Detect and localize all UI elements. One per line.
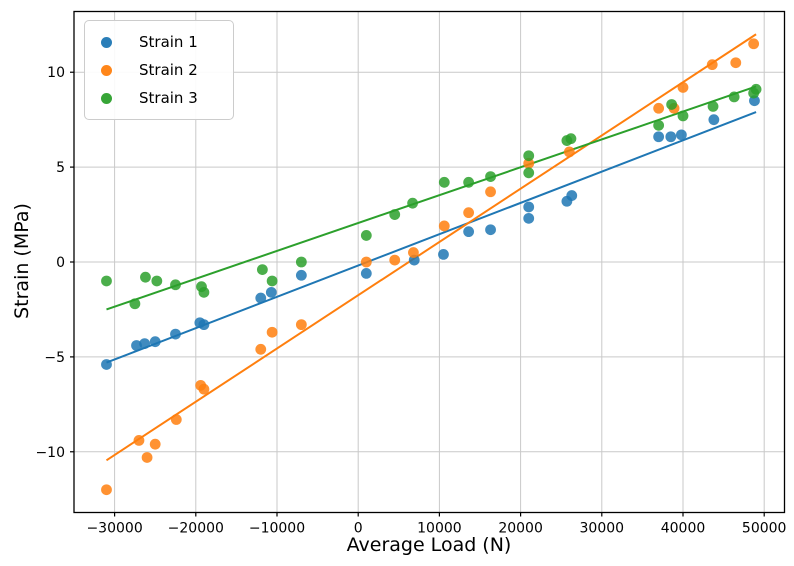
data-point-series-3 — [151, 275, 163, 287]
data-point-series-1 — [463, 226, 475, 238]
data-point-series-3 — [438, 176, 450, 188]
legend-label-strain-3: Strain 3 — [139, 89, 198, 107]
data-point-series-3 — [360, 230, 372, 241]
y-tick-label: 10 — [47, 65, 65, 81]
x-tick-label: 10000 — [417, 521, 462, 537]
y-tick-label: 0 — [56, 255, 65, 271]
data-point-series-2 — [438, 220, 450, 232]
data-point-series-3 — [485, 171, 496, 183]
data-point-series-3 — [266, 275, 278, 287]
legend-label-strain-1: Strain 1 — [139, 33, 198, 51]
data-point-series-1 — [523, 212, 535, 224]
x-tick-label: −10000 — [249, 521, 305, 537]
data-point-series-2 — [463, 207, 475, 219]
trend-line-series-3 — [106, 85, 757, 311]
x-tick-label: 50000 — [742, 521, 787, 537]
data-point-series-1 — [295, 269, 307, 281]
data-point-series-2 — [360, 256, 372, 268]
data-point-series-2 — [255, 343, 267, 355]
data-point-series-3 — [140, 271, 151, 283]
data-point-series-1 — [198, 319, 210, 331]
data-point-series-1 — [523, 201, 535, 213]
x-tick-label: 40000 — [661, 521, 706, 537]
data-point-series-3 — [707, 100, 719, 112]
data-point-series-1 — [485, 224, 496, 236]
x-tick-label: 20000 — [498, 521, 543, 537]
data-point-series-2 — [198, 383, 210, 395]
data-point-series-2 — [677, 82, 689, 93]
data-point-series-3 — [728, 91, 740, 103]
x-tick-label: −30000 — [86, 521, 142, 537]
x-tick-label: 0 — [354, 521, 363, 537]
data-point-series-1 — [665, 131, 677, 143]
data-point-series-2 — [149, 438, 161, 450]
data-point-series-2 — [730, 57, 742, 69]
data-point-series-2 — [408, 247, 419, 258]
data-point-series-3 — [170, 279, 181, 291]
x-tick-label: 30000 — [580, 521, 625, 537]
data-point-series-3 — [407, 197, 419, 209]
data-point-series-2 — [141, 452, 153, 463]
data-point-series-3 — [256, 264, 268, 275]
data-point-series-1 — [708, 114, 720, 126]
data-point-series-2 — [748, 38, 760, 50]
y-tick-label: 5 — [56, 160, 65, 176]
legend: Strain 1 Strain 2 Strain 3 — [84, 20, 234, 120]
data-point-series-1 — [566, 190, 578, 201]
data-point-series-2 — [563, 146, 575, 158]
data-point-series-2 — [295, 319, 307, 331]
data-point-series-3 — [523, 150, 535, 162]
data-point-series-1 — [653, 131, 665, 143]
legend-marker-strain-1-icon — [101, 36, 112, 48]
data-point-series-1 — [101, 359, 112, 370]
data-point-series-3 — [677, 110, 689, 122]
data-point-series-1 — [438, 249, 449, 260]
data-point-series-2 — [133, 434, 145, 446]
data-point-series-3 — [129, 298, 141, 310]
legend-marker-strain-3-icon — [101, 92, 112, 104]
data-point-series-3 — [750, 83, 762, 95]
data-point-series-2 — [706, 59, 718, 71]
x-axis-label: Average Load (N) — [346, 534, 512, 556]
trend-line-series-2 — [105, 33, 757, 462]
data-point-series-3 — [198, 286, 210, 298]
data-point-series-3 — [295, 256, 307, 268]
y-tick-label: −10 — [35, 445, 65, 461]
data-point-series-2 — [485, 186, 496, 198]
data-point-series-2 — [266, 326, 278, 338]
data-point-series-2 — [523, 157, 535, 169]
legend-marker-strain-2-icon — [101, 64, 112, 76]
y-axis-label-text: Strain (MPa) — [11, 203, 33, 319]
data-point-series-3 — [101, 275, 112, 287]
data-point-series-1 — [149, 336, 161, 348]
legend-item-strain-1: Strain 1 — [101, 28, 223, 56]
data-point-series-2 — [170, 414, 182, 425]
data-point-series-3 — [463, 176, 475, 188]
data-point-series-1 — [360, 267, 372, 279]
y-tick-label: −5 — [44, 350, 65, 366]
legend-item-strain-3: Strain 3 — [101, 84, 223, 112]
data-point-series-1 — [139, 338, 151, 350]
trend-line-series-1 — [106, 111, 757, 364]
data-point-series-3 — [666, 99, 678, 110]
y-axis-label: Strain (MPa) — [11, 203, 33, 319]
data-point-series-3 — [653, 119, 665, 131]
data-point-series-1 — [675, 129, 687, 141]
data-point-series-3 — [389, 209, 401, 220]
data-point-series-1 — [255, 292, 267, 304]
data-point-series-2 — [653, 102, 665, 114]
data-point-series-3 — [565, 133, 577, 145]
x-tick-label: −20000 — [168, 521, 224, 537]
data-point-series-3 — [523, 167, 535, 179]
data-point-series-1 — [170, 328, 181, 340]
data-point-series-2 — [101, 484, 112, 496]
legend-label-strain-2: Strain 2 — [139, 61, 198, 79]
data-point-series-2 — [389, 254, 401, 266]
data-point-series-1 — [265, 286, 277, 298]
legend-item-strain-2: Strain 2 — [101, 56, 223, 84]
data-point-series-1 — [131, 340, 142, 351]
